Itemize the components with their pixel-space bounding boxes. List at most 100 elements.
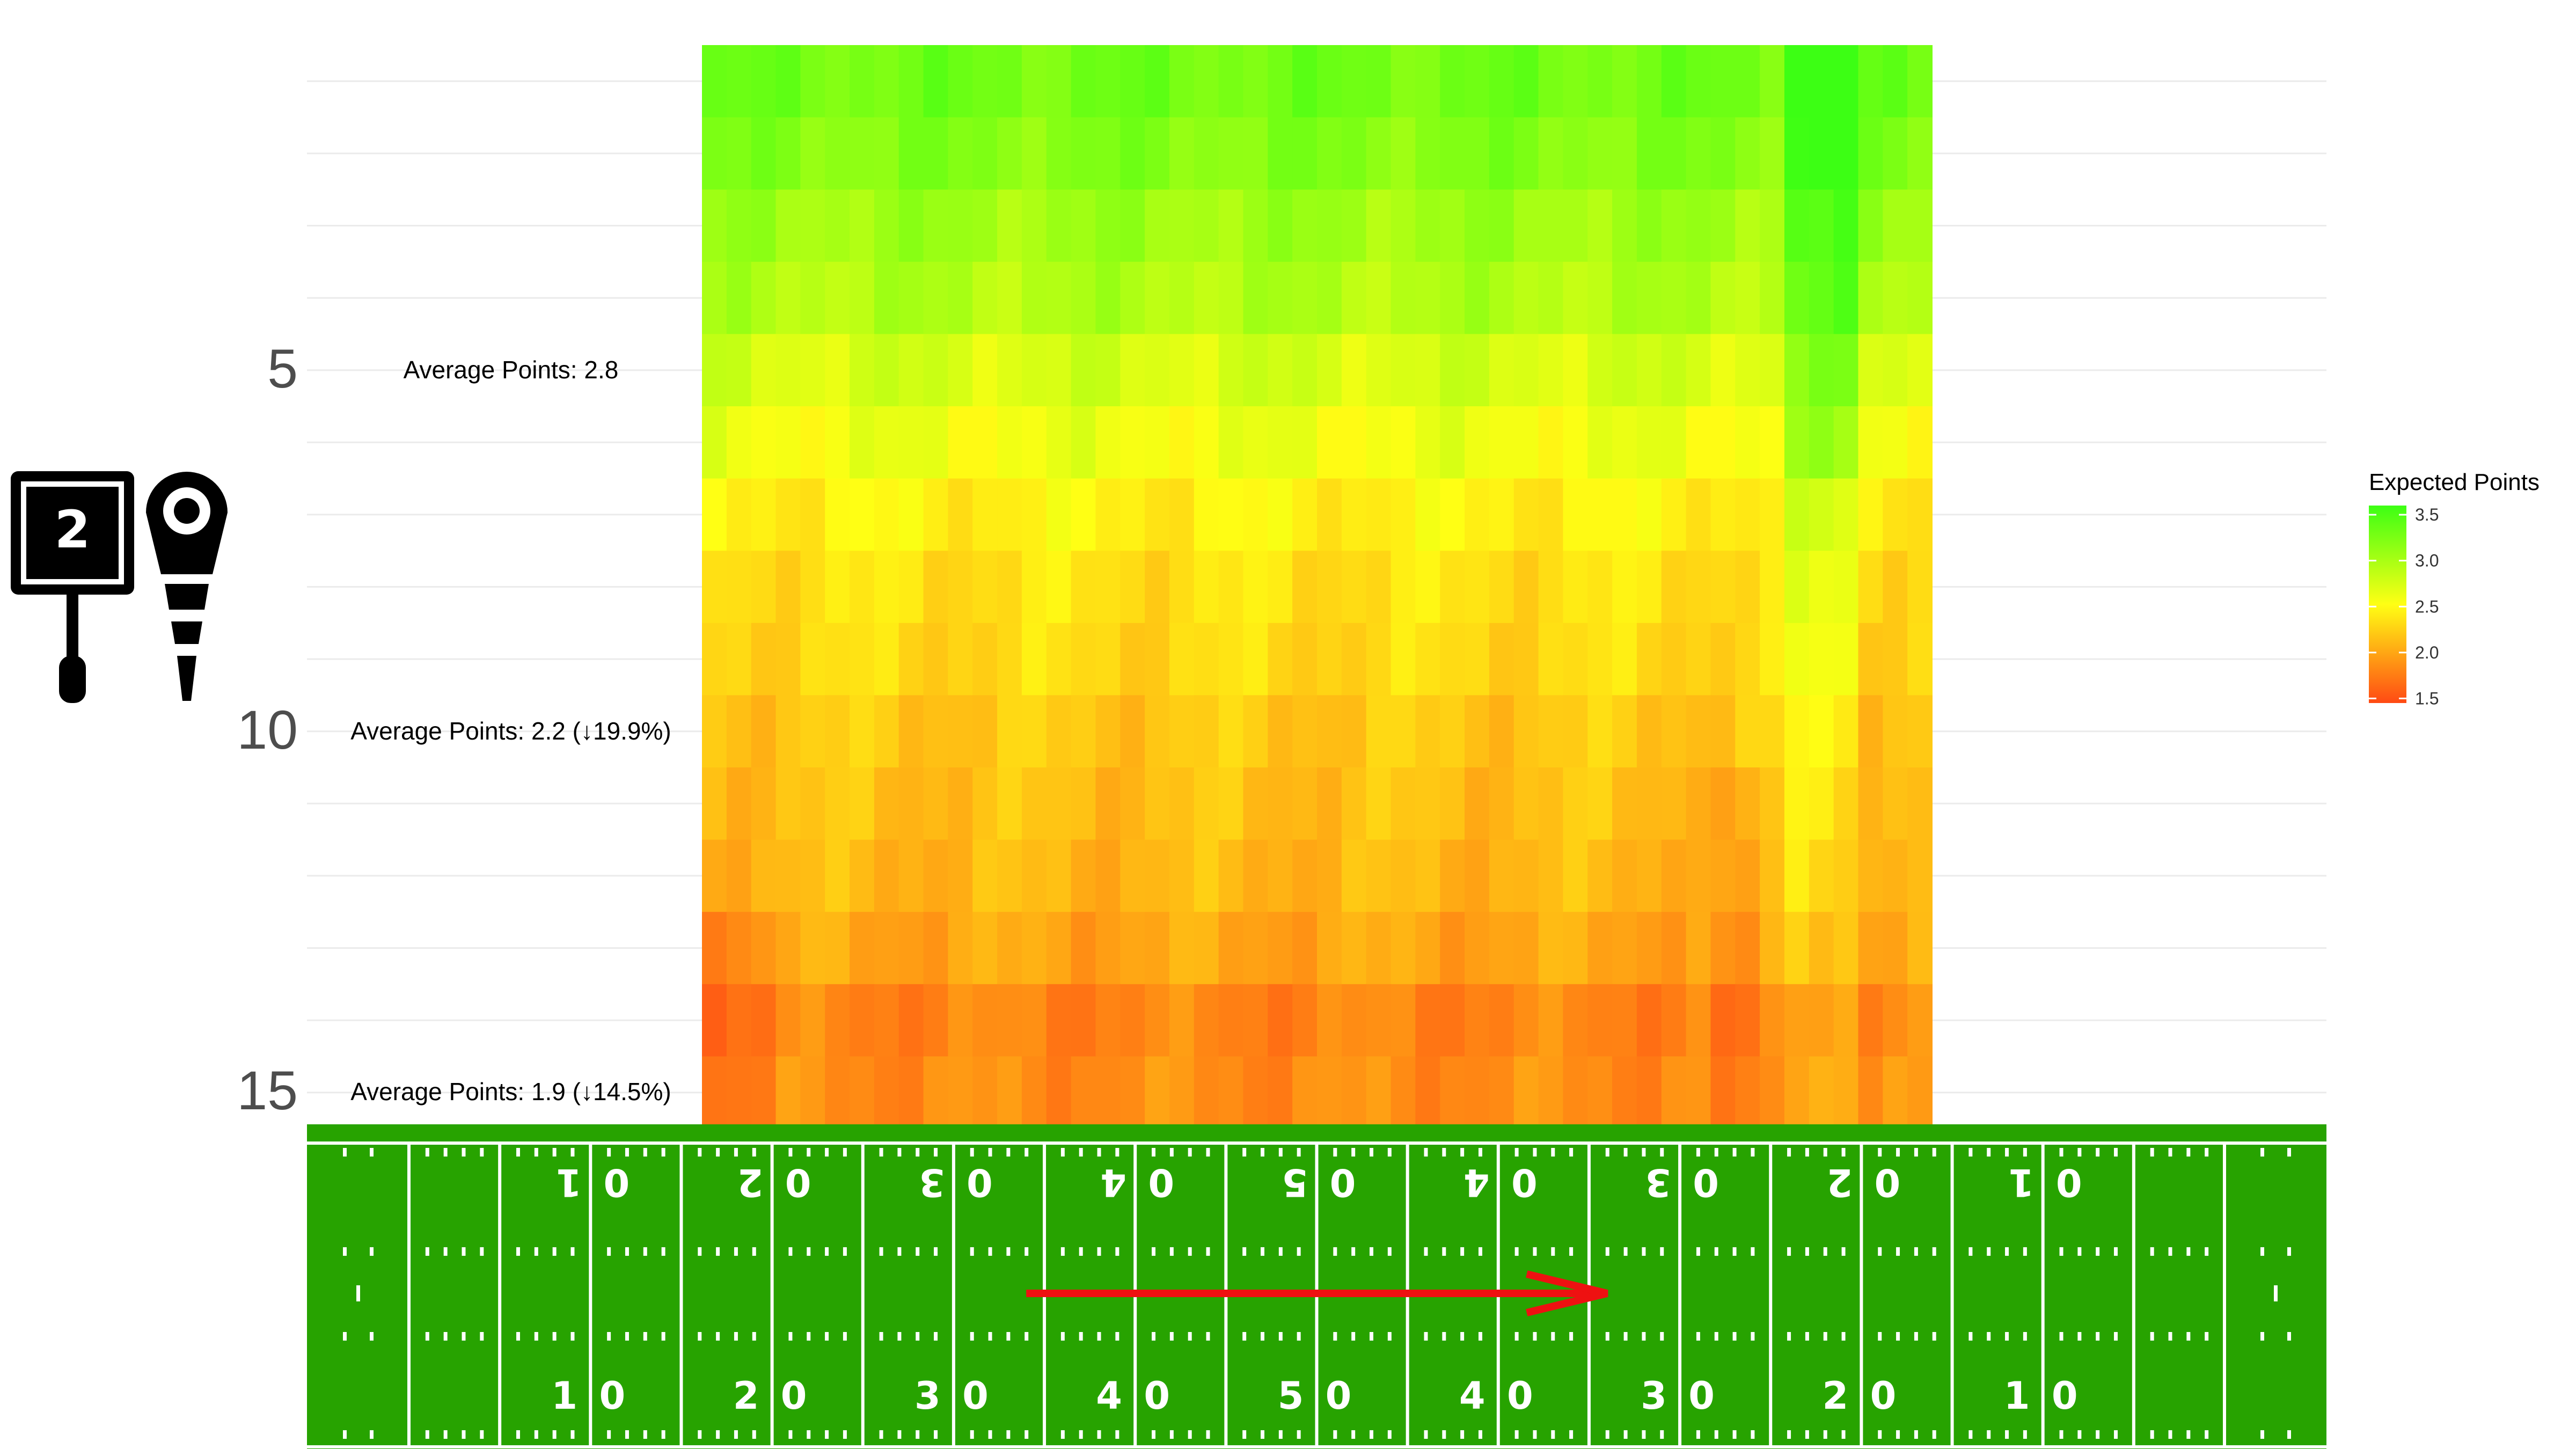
five-yard-line (861, 1141, 865, 1445)
heatmap-cell (1268, 984, 1293, 1057)
hash-mark (1387, 1430, 1392, 1439)
heatmap-cell (1465, 839, 1490, 913)
heatmap-cell (1833, 839, 1859, 913)
heatmap-cell (1883, 912, 1908, 985)
hash-mark (1442, 1430, 1446, 1439)
hash-mark (1242, 1430, 1247, 1439)
heatmap-cell (1415, 912, 1441, 985)
hash-mark (643, 1247, 647, 1256)
heatmap-cell (1317, 623, 1342, 696)
hash-mark (1006, 1148, 1011, 1157)
hash-mark (1914, 1332, 1918, 1341)
heatmap-cell (1095, 623, 1121, 696)
down-marker: 2 (11, 471, 228, 703)
heatmap-cell (1538, 551, 1564, 624)
hash-mark (2077, 1247, 2082, 1256)
hash-mark (2059, 1332, 2063, 1341)
heatmap-cell (1489, 623, 1514, 696)
heatmap-cell (850, 261, 875, 335)
heatmap-cell (1735, 478, 1761, 552)
heatmap-cell (1784, 912, 1810, 985)
heatmap-cell (1415, 45, 1441, 118)
heatmap-cell (1317, 45, 1342, 118)
heatmap-cell (1661, 117, 1687, 191)
heatmap-cell (1366, 117, 1392, 191)
heatmap-cell (1317, 406, 1342, 479)
hash-mark (1551, 1148, 1555, 1157)
heatmap-cell (1735, 767, 1761, 840)
heatmap-cell (1145, 334, 1170, 407)
yard-number-bottom: 1 0 (551, 1374, 630, 1418)
heatmap-cell (1833, 189, 1859, 262)
hash-mark (1696, 1430, 1700, 1439)
heatmap-cell (1710, 984, 1736, 1057)
hash-mark (2023, 1247, 2027, 1256)
field-sideline (307, 1445, 2326, 1448)
heatmap-cell (1735, 189, 1761, 262)
heatmap-cell (1760, 551, 1785, 624)
hash-mark (1460, 1247, 1465, 1256)
hash-mark (1424, 1430, 1428, 1439)
hash-mark (1823, 1332, 1827, 1341)
heatmap-cell (751, 189, 777, 262)
heatmap-cell (800, 189, 826, 262)
hash-mark (1442, 1247, 1446, 1256)
heatmap-cell (825, 189, 851, 262)
heatmap-cell (1292, 695, 1318, 768)
heatmap-cell (1858, 117, 1884, 191)
heatmap-cell (1021, 695, 1047, 768)
hash-mark (970, 1430, 974, 1439)
hash-mark (1660, 1332, 1664, 1341)
hash-mark (734, 1430, 738, 1439)
hash-mark (1387, 1148, 1392, 1157)
hash-mark (552, 1430, 557, 1439)
legend-tick-label: 2.0 (2415, 643, 2439, 662)
hash-mark (1714, 1247, 1718, 1256)
hash-mark (2186, 1247, 2191, 1256)
heatmap-cell (775, 117, 801, 191)
heatmap-cell (1489, 45, 1514, 118)
heatmap-cell (1489, 767, 1514, 840)
heatmap-cell (726, 45, 752, 118)
heatmap-cell (1612, 45, 1637, 118)
hash-mark (1932, 1148, 1936, 1157)
hash-mark (516, 1332, 520, 1341)
legend-title: Expected Points (2369, 469, 2540, 495)
hash-mark (1514, 1332, 1519, 1341)
heatmap-cell (1710, 478, 1736, 552)
heatmap-cell (751, 1056, 777, 1125)
heatmap-cell (1686, 695, 1711, 768)
hash-mark (1261, 1247, 1265, 1256)
heatmap-cell (1784, 478, 1810, 552)
heatmap-cell (1218, 189, 1244, 262)
hash-mark (2260, 1430, 2264, 1439)
hash-mark (480, 1247, 484, 1256)
heatmap-cell (1021, 406, 1047, 479)
heatmap-cell (1145, 767, 1170, 840)
hash-mark (1351, 1247, 1356, 1256)
heatmap-cell (874, 117, 899, 191)
heatmap-cell (726, 478, 752, 552)
heatmap-cell (1883, 406, 1908, 479)
hash-mark (1261, 1332, 1265, 1341)
heatmap-cell (923, 623, 949, 696)
heatmap-cell (1169, 117, 1195, 191)
heatmap-cell (726, 189, 752, 262)
hash-mark (1297, 1430, 1301, 1439)
heatmap-cell (1735, 1056, 1761, 1125)
heatmap-cell (825, 478, 851, 552)
hash-mark (1823, 1247, 1827, 1256)
hash-mark (934, 1430, 938, 1439)
heatmap-cell (1317, 478, 1342, 552)
heatmap-cell (1218, 1056, 1244, 1125)
heatmap-cell (1760, 117, 1785, 191)
heatmap-cell (997, 45, 1022, 118)
heatmap-cell (1858, 984, 1884, 1057)
heatmap-cell (1415, 478, 1441, 552)
heatmap-cell (1169, 1056, 1195, 1125)
hash-mark (825, 1430, 829, 1439)
heatmap-cell (775, 551, 801, 624)
hash-mark (1896, 1430, 1900, 1439)
legend-tick-label: 3.0 (2415, 551, 2439, 570)
hash-mark (625, 1148, 629, 1157)
